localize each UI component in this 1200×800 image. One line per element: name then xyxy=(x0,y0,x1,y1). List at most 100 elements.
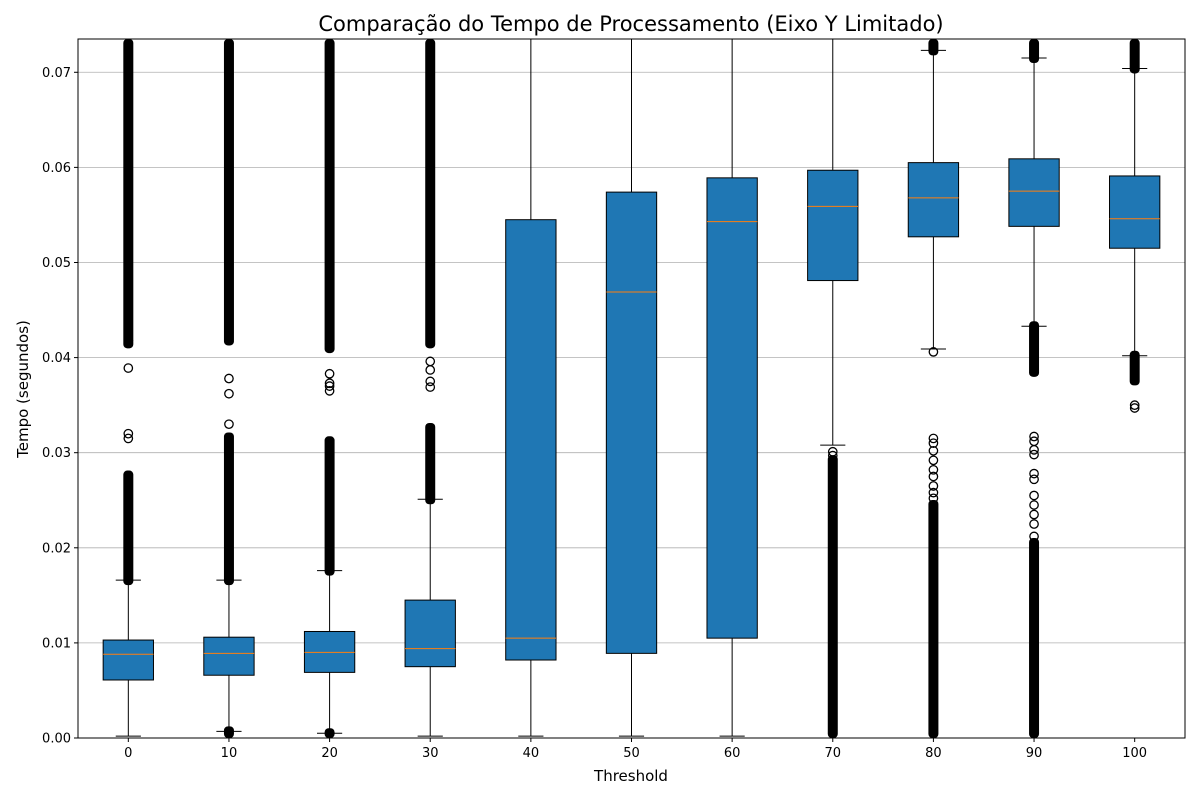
outlier-band xyxy=(123,470,134,586)
y-tick-label: 0.03 xyxy=(42,446,71,461)
outlier-point xyxy=(123,428,134,439)
x-tick-label: 30 xyxy=(422,746,439,761)
outlier-band xyxy=(1129,39,1140,74)
box-body xyxy=(807,169,859,282)
outlier-point xyxy=(425,365,436,375)
y-tick-label: 0.02 xyxy=(42,541,71,556)
box-body xyxy=(706,177,758,639)
outlier-point xyxy=(928,438,939,449)
x-tick-label: 50 xyxy=(623,746,640,761)
axes: 0.00 0.01 0.02 0.03 0.04 0.05 0.06 0.07 0 10 20 30 4… xyxy=(42,38,1186,761)
y-axis-label: Tempo (segundos) xyxy=(14,320,32,459)
y-tick-label: 0.04 xyxy=(42,351,71,366)
outlier-band xyxy=(223,726,234,738)
outlier-band xyxy=(324,39,335,354)
outlier-point xyxy=(123,363,134,373)
outlier-band xyxy=(425,422,436,505)
box-60 xyxy=(706,39,758,737)
outlier-point xyxy=(1029,431,1039,442)
y-tick-label: 0.01 xyxy=(42,636,71,651)
box-10 xyxy=(203,39,255,738)
outlier-point xyxy=(425,356,436,367)
box-body xyxy=(605,191,658,654)
outlier-point xyxy=(1029,474,1039,485)
x-tick-label: 100 xyxy=(1122,746,1147,761)
outlier-band xyxy=(827,455,838,738)
outlier-point xyxy=(224,419,234,430)
outlier-band xyxy=(223,432,234,586)
x-tick-label: 40 xyxy=(523,746,540,761)
x-axis-label: Threshold xyxy=(593,767,668,785)
outlier-point xyxy=(1029,531,1039,542)
outlier-point xyxy=(928,481,939,491)
outlier-point xyxy=(324,378,335,389)
outlier-band xyxy=(1129,350,1140,386)
outlier-band xyxy=(123,39,134,349)
box-50 xyxy=(605,39,658,737)
y-tick-label: 0.00 xyxy=(42,732,71,747)
x-tick-label: 10 xyxy=(221,746,238,761)
box-90 xyxy=(1008,39,1060,738)
y-tick-label: 0.06 xyxy=(42,161,71,176)
box-body xyxy=(203,636,255,676)
outlier-point xyxy=(123,335,134,346)
box-body xyxy=(404,599,456,668)
box-70 xyxy=(807,39,859,738)
plot-area xyxy=(102,39,1161,738)
x-tick-label: 0 xyxy=(124,746,132,761)
box-40 xyxy=(505,39,557,737)
outlier-point xyxy=(928,433,939,444)
box-body xyxy=(505,219,557,661)
box-100 xyxy=(1109,39,1161,413)
outlier-point xyxy=(928,487,939,498)
y-tick-label: 0.07 xyxy=(42,66,71,81)
outlier-band xyxy=(928,39,939,56)
outlier-point xyxy=(123,433,134,444)
box-body xyxy=(102,639,154,681)
outlier-band xyxy=(425,39,436,349)
outlier-point xyxy=(224,373,234,384)
outlier-point xyxy=(827,450,838,461)
outlier-point xyxy=(1029,468,1039,479)
outlier-band xyxy=(324,436,335,576)
outlier-point xyxy=(425,376,436,387)
chart-title: Comparação do Tempo de Processamento (Ei… xyxy=(318,12,943,36)
outlier-point xyxy=(1029,519,1039,529)
outlier-band xyxy=(1029,538,1040,738)
outlier-point xyxy=(1129,400,1140,410)
outlier-point xyxy=(324,368,335,379)
outlier-point xyxy=(928,455,939,466)
outlier-point xyxy=(928,471,939,482)
x-tick-label: 80 xyxy=(925,746,942,761)
outlier-point xyxy=(1029,509,1039,520)
x-tick-label: 60 xyxy=(724,746,741,761)
outlier-point xyxy=(928,464,939,475)
box-body xyxy=(1109,175,1161,249)
outlier-point xyxy=(1029,436,1039,447)
box-0 xyxy=(102,39,154,737)
outlier-point xyxy=(324,381,335,391)
box-30 xyxy=(404,39,456,737)
box-body xyxy=(907,162,960,238)
outlier-point xyxy=(1029,449,1039,460)
outlier-band xyxy=(1029,39,1040,64)
outlier-point xyxy=(827,446,838,457)
outlier-point xyxy=(224,388,234,399)
outlier-band xyxy=(928,500,939,738)
box-80 xyxy=(907,39,960,738)
x-tick-label: 90 xyxy=(1026,746,1043,761)
outlier-point xyxy=(324,386,335,396)
outlier-point xyxy=(1029,500,1039,510)
outlier-point xyxy=(1029,490,1039,501)
outlier-point xyxy=(1129,403,1140,413)
x-tick-label: 20 xyxy=(321,746,338,761)
y-tick-label: 0.05 xyxy=(42,256,71,271)
x-tick-label: 70 xyxy=(824,746,841,761)
outlier-point xyxy=(928,445,939,456)
outlier-band xyxy=(223,39,234,346)
outlier-point xyxy=(928,493,939,504)
box-20 xyxy=(303,39,356,738)
outlier-point xyxy=(425,382,436,392)
box-body xyxy=(1008,158,1060,227)
